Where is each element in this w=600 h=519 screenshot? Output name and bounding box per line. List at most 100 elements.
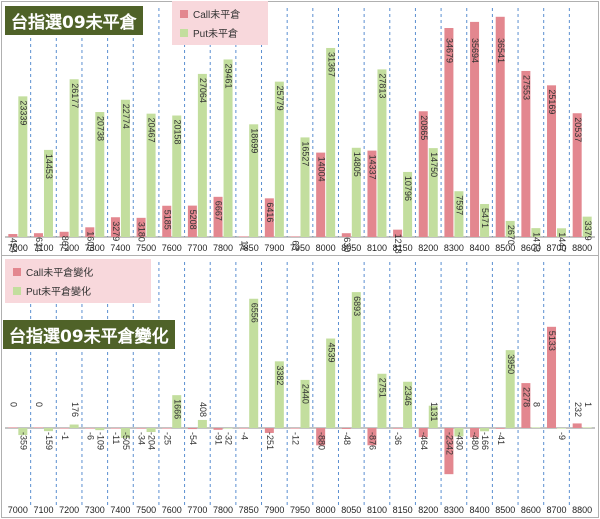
bar-call-oi <box>444 28 454 237</box>
chart-title-top: 台指選09未平倉 <box>5 6 143 35</box>
bar-put-oi <box>197 73 207 238</box>
data-label-put-oi: 14750 <box>429 152 439 177</box>
bar-put-oi <box>18 96 28 238</box>
data-label-put-oi: 16527 <box>301 141 311 166</box>
x-tick-label-top: 7900 <box>264 243 284 253</box>
bar-call-oi <box>418 111 428 237</box>
bar-call-oi <box>136 217 146 237</box>
bar-put-change <box>69 424 79 428</box>
x-tick-label-top: 8150 <box>393 243 413 253</box>
data-label-put-change: 1 <box>583 402 593 407</box>
bar-call-change <box>341 428 351 429</box>
bar-call-change <box>367 428 377 446</box>
bar-call-oi <box>393 229 403 237</box>
bar-put-change <box>197 419 207 428</box>
x-tick-label-top: 8700 <box>547 243 567 253</box>
data-label-put-oi: 29461 <box>224 63 234 88</box>
data-label-put-oi: 14453 <box>44 154 54 179</box>
x-tick-label-top: 7400 <box>110 243 130 253</box>
data-label-put-oi: 25779 <box>275 86 285 111</box>
data-label-call-oi: 14004 <box>316 157 326 182</box>
bar-call-oi <box>85 227 95 237</box>
bar-call-change <box>264 428 274 433</box>
bar-put-change <box>172 395 182 428</box>
bar-put-oi <box>351 147 361 237</box>
bar-call-change <box>572 423 582 428</box>
bar-put-oi <box>274 81 284 237</box>
x-tick-label-top: 7700 <box>187 243 207 253</box>
bar-put-change <box>274 361 284 428</box>
bar-put-oi <box>172 115 182 237</box>
data-label-put-change: -9 <box>557 432 567 440</box>
legend-item-call-change: Call未平倉變化 <box>13 262 143 281</box>
x-tick-label-top: 8800 <box>572 243 592 253</box>
bar-put-change <box>249 298 259 428</box>
data-label-call-change: 0 <box>34 402 44 407</box>
x-tick-label-bottom: 8300 <box>444 505 464 515</box>
bar-put-change <box>43 428 53 432</box>
bar-put-change <box>428 405 438 428</box>
bar-put-change <box>120 428 130 438</box>
data-label-call-oi: 634 <box>34 237 44 252</box>
bar-call-change <box>470 428 480 438</box>
data-label-put-change: 6893 <box>352 296 362 316</box>
data-label-call-oi: 27553 <box>521 75 531 100</box>
bar-put-change <box>223 428 233 429</box>
data-label-call-oi: 63 <box>291 240 301 250</box>
data-label-call-oi: 3279 <box>111 221 121 241</box>
bar-put-oi <box>223 59 233 237</box>
x-tick-label-top: 8400 <box>470 243 490 253</box>
bar-put-oi <box>454 191 464 237</box>
bar-put-change <box>582 427 592 428</box>
data-label-put-oi: 20158 <box>172 120 182 145</box>
x-tick-label-bottom: 7500 <box>136 505 156 515</box>
data-label-put-change: -505 <box>121 432 131 450</box>
data-label-call-oi: 1609 <box>85 231 95 251</box>
bar-call-oi <box>290 236 300 237</box>
bar-call-change <box>290 428 300 429</box>
legend-top: Call未平倉 Put未平倉 <box>172 1 268 45</box>
bar-call-change <box>495 428 505 429</box>
x-tick-label-bottom: 8200 <box>418 505 438 515</box>
bar-call-oi <box>8 234 18 237</box>
data-label-call-change: -48 <box>342 432 352 445</box>
bar-put-oi <box>403 171 413 237</box>
data-label-put-change: -32 <box>224 432 234 445</box>
data-label-call-change: -34 <box>137 432 147 445</box>
data-label-call-oi: 1218 <box>393 234 403 254</box>
bar-put-change <box>146 428 156 433</box>
x-tick-label-bottom: 8150 <box>393 505 413 515</box>
bar-put-change <box>300 379 310 428</box>
data-label-call-oi: 630 <box>342 237 352 252</box>
data-label-put-oi: 27813 <box>378 73 388 98</box>
x-tick-label-top: 7600 <box>162 243 182 253</box>
bar-call-change <box>8 427 18 428</box>
x-tick-label-bottom: 7900 <box>264 505 284 515</box>
data-label-call-change: -464 <box>419 432 429 450</box>
x-tick-label-bottom: 8100 <box>367 505 387 515</box>
bar-call-change <box>418 428 428 438</box>
data-label-call-change: 2278 <box>521 387 531 407</box>
bar-call-change <box>162 428 172 429</box>
bar-call-oi <box>213 196 223 237</box>
x-tick-label-top: 7000 <box>8 243 28 253</box>
data-label-put-change: -204 <box>147 432 157 450</box>
x-tick-label-bottom: 7200 <box>59 505 79 515</box>
data-label-put-change: 1666 <box>172 399 182 419</box>
bar-call-change <box>187 428 197 430</box>
data-label-call-oi: 6667 <box>214 201 224 221</box>
data-label-call-oi: 14 <box>239 240 249 250</box>
data-label-call-change: -12 <box>291 432 301 445</box>
data-label-put-oi: 20467 <box>147 118 157 143</box>
data-label-put-oi: 20738 <box>95 116 105 141</box>
legend-item-call: Call未平倉 <box>180 4 260 23</box>
legend-bottom: Call未平倉變化 Put未平倉變化 <box>5 259 151 303</box>
x-tick-label-bottom: 7950 <box>290 505 310 515</box>
bar-call-oi <box>547 85 557 237</box>
legend-label-call: Call未平倉 <box>193 10 241 21</box>
bar-put-change <box>377 373 387 428</box>
legend-label-put-change: Put未平倉變化 <box>26 287 92 298</box>
data-label-call-oi: 5208 <box>188 210 198 230</box>
